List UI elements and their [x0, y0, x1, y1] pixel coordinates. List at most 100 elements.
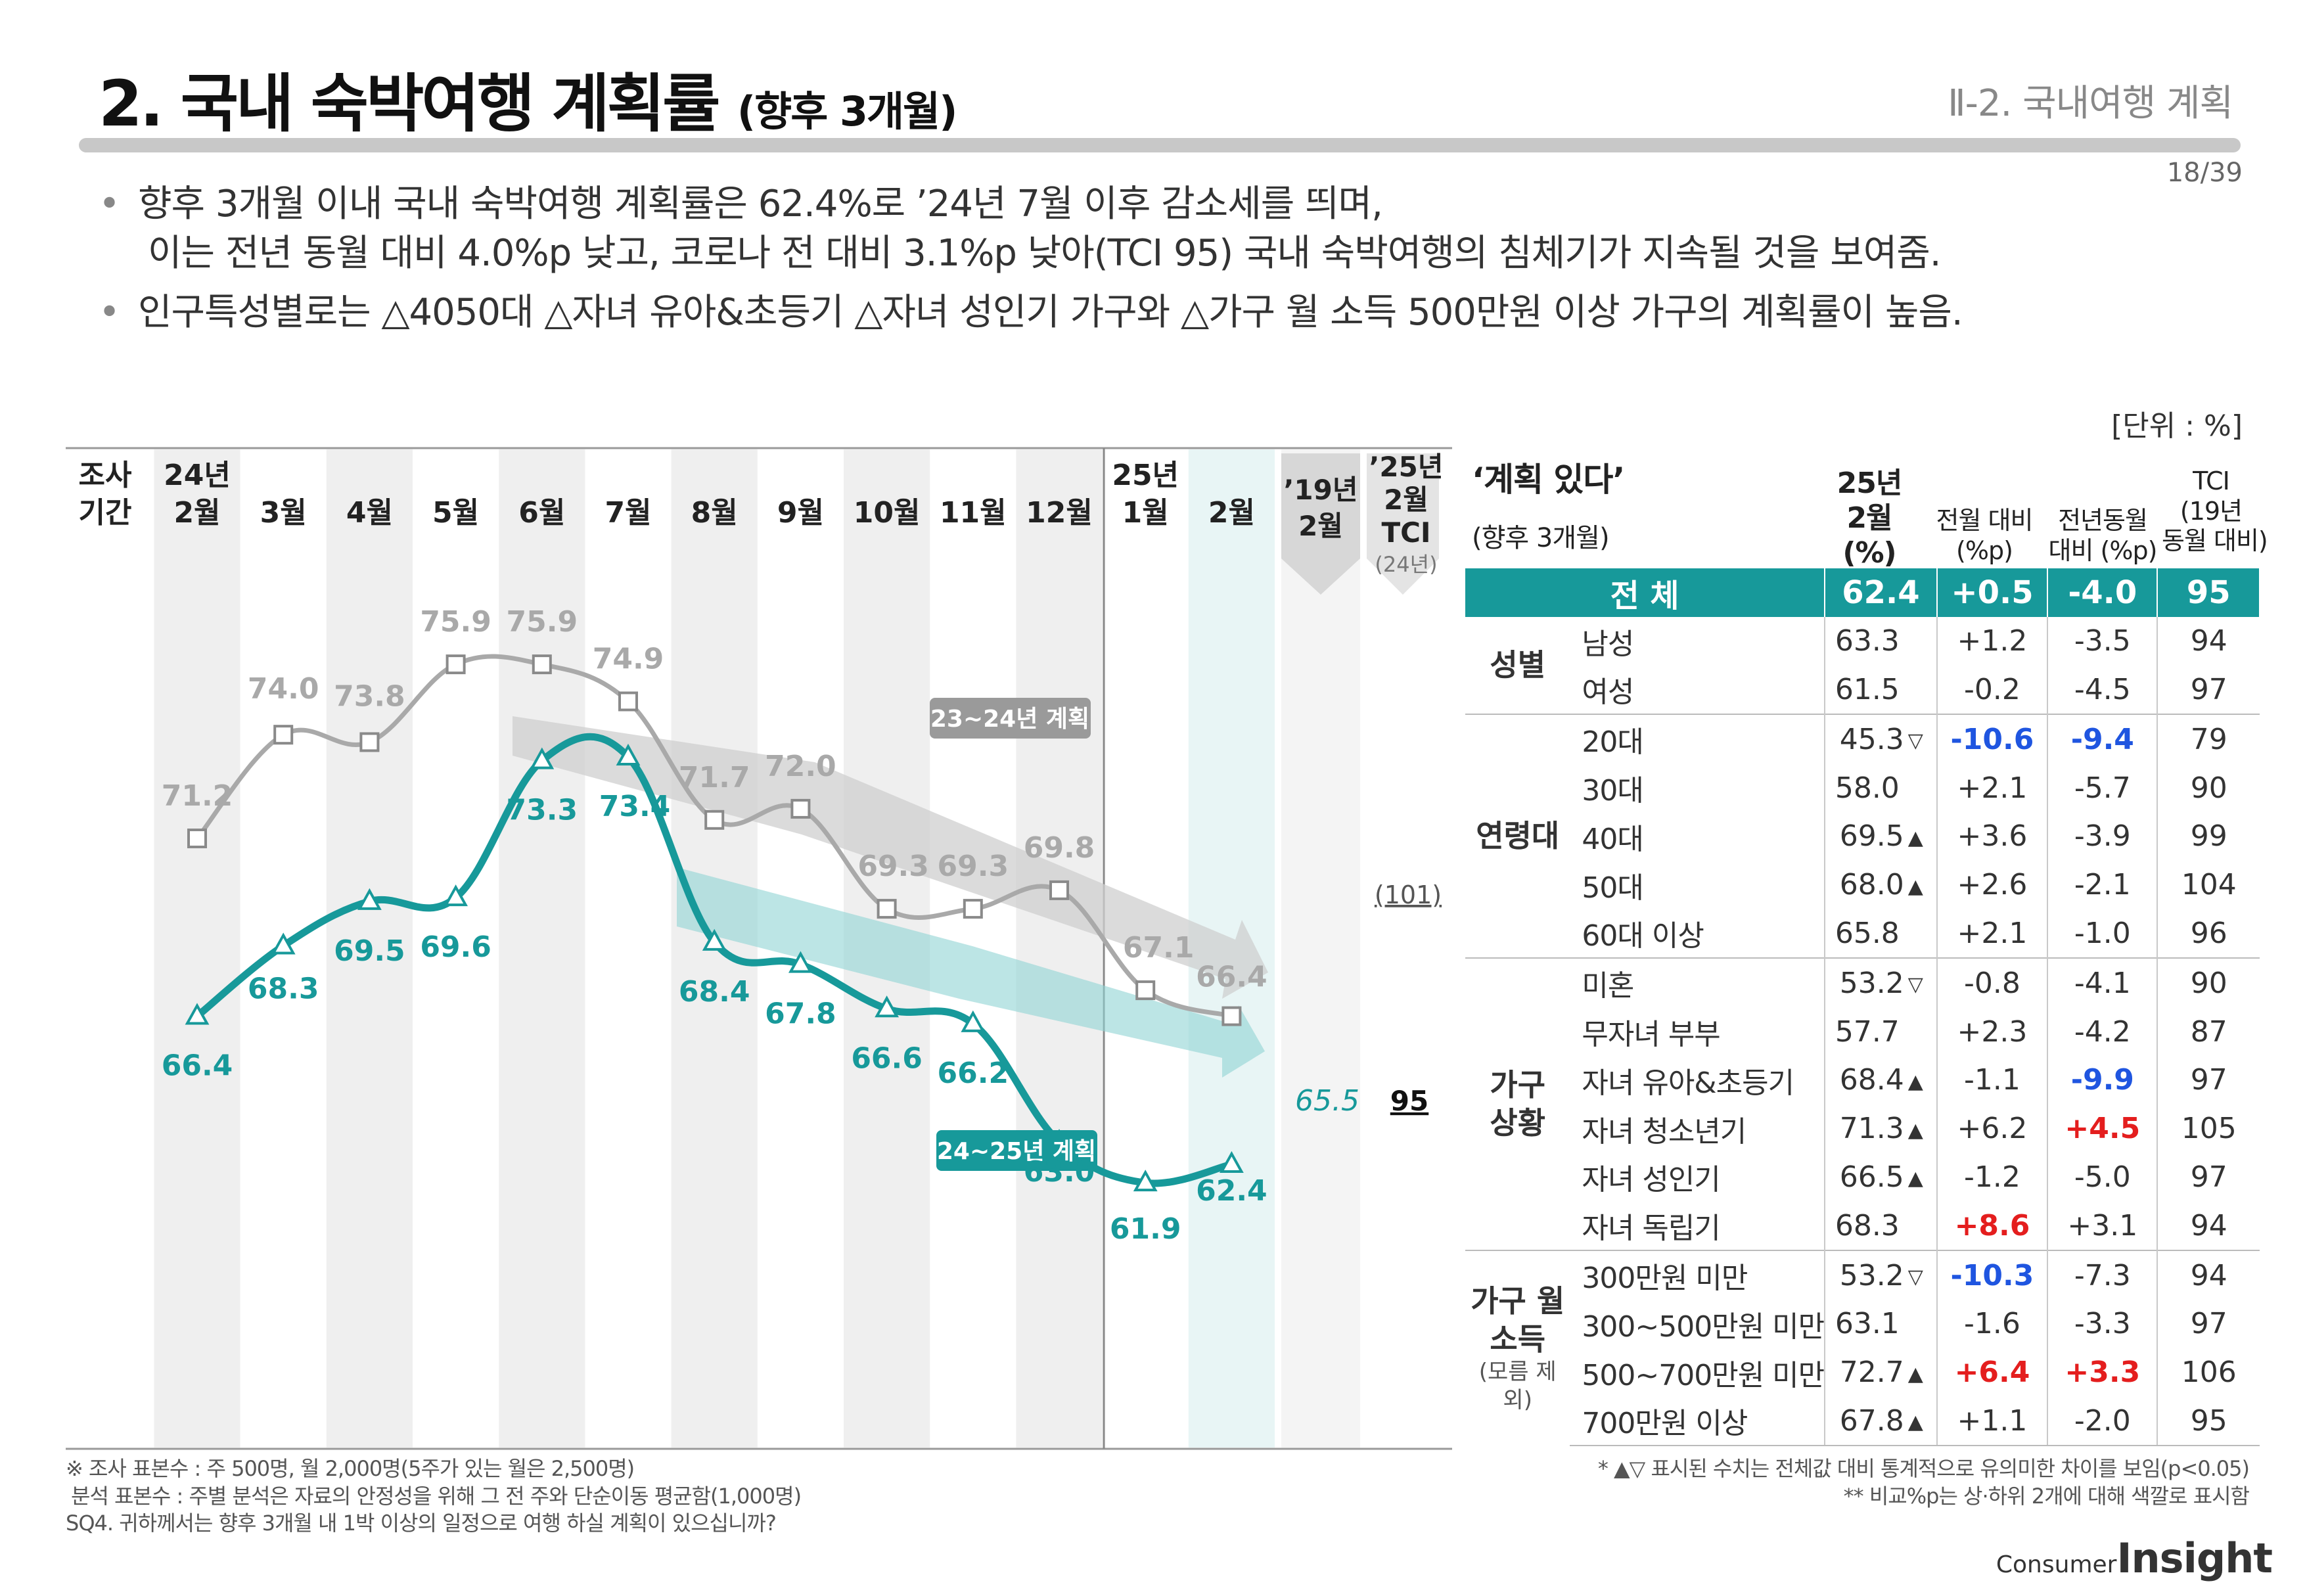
row-mom: -10.6 [1936, 714, 2049, 764]
month-tick-label: 1월 [1122, 496, 1169, 530]
data-label-2324: 66.4 [1196, 961, 1267, 994]
row-yoy: -9.4 [2047, 714, 2158, 764]
period-label: 기간 [79, 496, 132, 530]
row-label: 300~500만원 미만 [1582, 1310, 1825, 1344]
row-yoy: -4.5 [2047, 665, 2158, 715]
row-tci: 97 [2190, 1307, 2227, 1341]
col19-banner [1281, 453, 1360, 595]
table-row: 30대 58.0 +2.1 -5.7 90 [1465, 764, 2260, 812]
tci-col-label: 2월 [1384, 484, 1428, 516]
tci-col-label: TCI [1381, 516, 1430, 549]
row-mom: +2.6 [1936, 860, 2049, 909]
row-label: 20대 [1570, 714, 1825, 764]
point-2425 [357, 888, 382, 910]
row-tci: 97 [2190, 672, 2227, 706]
row-tci: 96 [2190, 916, 2227, 950]
point-2324 [1221, 1006, 1242, 1026]
data-label-2425: 66.2 [938, 1057, 1009, 1090]
row-tci: 104 [2181, 868, 2237, 902]
group-label: 가구 월 소득 (모름 제외) [1465, 1250, 1570, 1446]
month-tick-label: 24년 [164, 459, 231, 492]
data-label-2324: 73.8 [334, 679, 405, 713]
row-mom: +6.4 [1936, 1348, 2049, 1397]
row-mom: +1.1 [1936, 1396, 2049, 1447]
row-pct: 53.2 ▽ [1824, 957, 1938, 1008]
table-row: 40대 69.5 ▲ +3.6 -3.9 99 [1465, 811, 2260, 861]
row-label: 500~700만원 미만 [1582, 1358, 1825, 1392]
row-tci: 94 [2157, 1250, 2260, 1300]
row-label: 자녀 독립기 [1582, 1212, 1720, 1246]
month-column-shade [499, 449, 585, 1448]
point-2324 [877, 899, 897, 919]
th-yoy: 전년동월 대비 (%p) [2048, 506, 2158, 565]
point-2324 [445, 654, 466, 675]
bullet-1-cont: 이는 전년 동월 대비 4.0%p 낮고, 코로나 전 대비 3.1%p 낮아(… [148, 232, 1942, 275]
series-label-box [930, 698, 1091, 739]
month-column-shade [154, 449, 240, 1448]
point-2425 [961, 1010, 986, 1032]
row-label: 미혼 [1570, 957, 1825, 1008]
point-2324 [359, 732, 380, 752]
significant-high-icon: ▲ [1907, 1167, 1923, 1191]
significant-high-icon: ▲ [1907, 875, 1923, 898]
point-2324 [532, 654, 552, 675]
table-row: 자녀 독립기 68.3 +8.6 +3.1 94 [1465, 1201, 2260, 1251]
data-label-2324: 71.7 [679, 761, 750, 794]
row-tci: 90 [2190, 771, 2227, 805]
total-mom: +0.5 [1936, 568, 2049, 617]
month-tick-label: 6월 [518, 496, 565, 530]
month-tick-label: 9월 [777, 496, 824, 530]
segment-table: 전 체 62.4 +0.5 -4.0 95 성별 남성 63.3 +1.2 -3.5 94 여성 61.… [1465, 568, 2260, 1447]
point-2324 [187, 829, 207, 848]
bullet-2: • 인구특성별로는 △4050대 △자녀 유아&초등기 △자녀 성인기 가구와 △… [99, 291, 1963, 334]
row-tci: 79 [2157, 714, 2260, 764]
month-tick-label: 10월 [854, 496, 921, 530]
month-column-shade [326, 449, 413, 1448]
row-mom: -10.3 [1936, 1250, 2049, 1300]
point-2425 [616, 743, 641, 765]
table-row: 가구 월 소득 (모름 제외) 300만원 미만 53.2 ▽ -10.3 -7.3 94 [1465, 1250, 2260, 1446]
data-label-2425: 73.3 [507, 794, 578, 827]
significant-high-icon: ▲ [1907, 1070, 1923, 1093]
row-label: 40대 [1582, 822, 1643, 856]
row-yoy: +4.5 [2047, 1104, 2158, 1153]
row-label: 50대 [1582, 871, 1643, 905]
col19-prev-value: (101) [1375, 880, 1442, 909]
th-mom: 전월 대비 (%p) [1936, 506, 2034, 565]
row-pct: 63.3 [1824, 616, 1938, 666]
th-plan: ‘계획 있다’ [1472, 461, 1625, 499]
month-tick-label: 4월 [346, 496, 393, 530]
brand-logo: ConsumerInsight [1996, 1534, 2273, 1582]
page-title: 2. 국내 숙박여행 계획률 (향후 3개월) [99, 67, 957, 141]
month-tick-label: 5월 [432, 496, 479, 530]
data-label-2425: 69.5 [334, 934, 405, 968]
table-row: 자녀 유아&초등기 68.4 ▲ -1.1 -9.9 97 [1465, 1055, 2260, 1105]
row-mom: -0.2 [1936, 665, 2049, 715]
col19-shade [1281, 449, 1360, 1448]
row-label: 여성 [1582, 675, 1634, 710]
row-label: 30대 [1582, 774, 1643, 808]
series-label-2324: 23~24년 계획 [930, 706, 1089, 733]
footnote-question: SQ4. 귀하께서는 향후 3개월 내 1박 이상의 일정으로 여행 하실 계획… [66, 1511, 777, 1536]
table-row: 성별 남성 63.3 +1.2 -3.5 94 [1465, 616, 2260, 683]
row-pct: 57.7 [1824, 1007, 1938, 1056]
bullet-1: • 향후 3개월 이내 국내 숙박여행 계획률은 62.4%로 ’24년 7월 이… [99, 183, 1383, 225]
period-label: 조사 [79, 459, 132, 492]
data-label-2425: 62.4 [1196, 1174, 1267, 1208]
row-label: 60대 이상 [1582, 919, 1704, 953]
data-label-2324: 74.0 [248, 672, 319, 706]
point-2425 [702, 928, 727, 951]
row-label: 자녀 유아&초등기 [1582, 1066, 1794, 1100]
trend-arrow-gray [513, 716, 1268, 999]
row-mom: +2.3 [1936, 1007, 2049, 1056]
month-tick-label: 7월 [605, 496, 651, 530]
row-yoy: -3.9 [2047, 811, 2158, 861]
data-label-2425: 66.4 [162, 1049, 233, 1083]
significant-low-icon: ▽ [1907, 729, 1923, 753]
data-label-2425: 66.6 [851, 1041, 923, 1075]
data-label-2324: 75.9 [507, 605, 578, 639]
th-tci: TCI (19년 동월 대비) [2162, 467, 2268, 556]
series-label-box [936, 1130, 1097, 1171]
table-row: 500~700만원 미만 72.7 ▲ +6.4 +3.3 106 [1465, 1348, 2260, 1397]
unit-label: [단위 : %] [2111, 409, 2243, 443]
